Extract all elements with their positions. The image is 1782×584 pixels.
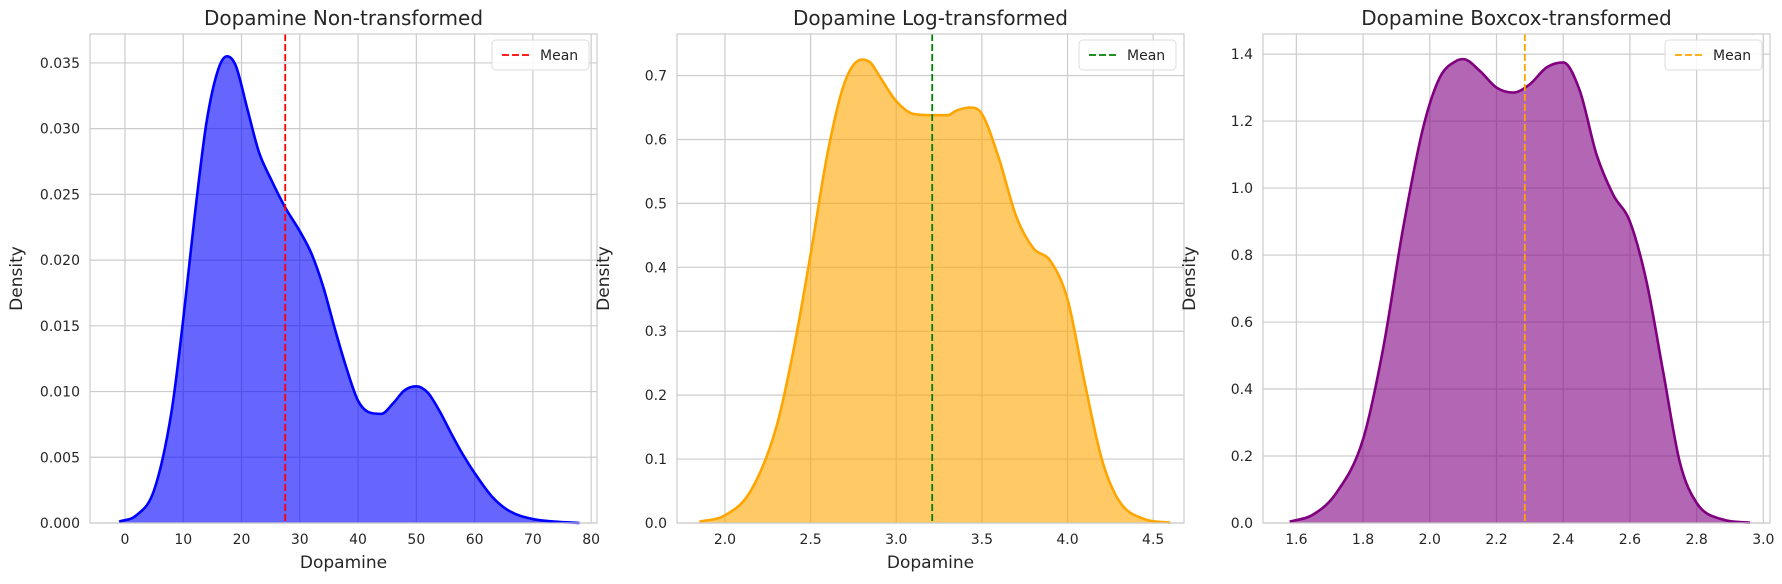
legend-label: Mean	[540, 48, 578, 64]
y-tick-label: 0.025	[40, 187, 80, 203]
x-axis-label: Dopamine	[887, 553, 974, 573]
legend: Mean	[1664, 39, 1763, 71]
x-tick-label: 3.0	[1752, 532, 1774, 548]
y-tick-label: 0.0	[645, 516, 667, 532]
chart-panel-1: 0 10 20 30 40 50 60 70 80 0.000 0.005 0.010 0.015 0.0…	[7, 6, 600, 573]
x-tick-label: 2.4	[1552, 532, 1574, 548]
x-axis-label: Dopamine	[300, 553, 387, 573]
x-tick-label: 50	[407, 532, 425, 548]
x-tick-label: 10	[174, 532, 192, 548]
y-tick-label: 0.030	[40, 122, 80, 138]
x-tick-label: 2.5	[799, 532, 821, 548]
y-tick-label: 0.010	[40, 385, 80, 401]
y-tick-label: 0.8	[1231, 248, 1253, 264]
y-axis-label: Density	[7, 246, 27, 311]
axes-frame	[676, 33, 1185, 524]
legend: Mean	[1078, 39, 1177, 71]
y-tick-label: 0.015	[40, 319, 80, 335]
axes-frame	[1262, 33, 1771, 524]
x-tick-label: 2.6	[1619, 532, 1641, 548]
x-tick-label: 20	[233, 532, 251, 548]
y-axis-label: Density	[594, 246, 614, 311]
x-tick-label: 4.0	[1056, 532, 1078, 548]
chart-title: Dopamine Log-transformed	[793, 6, 1068, 30]
y-tick-label: 0.0	[1231, 516, 1253, 532]
x-tick-label: 1.8	[1352, 532, 1374, 548]
x-tick-label: 70	[524, 532, 542, 548]
y-tick-label: 0.4	[645, 260, 667, 276]
y-tick-label: 0.1	[645, 452, 667, 468]
density-line	[118, 55, 580, 525]
density-line	[698, 58, 1171, 524]
x-tick-label: 3.5	[971, 532, 993, 548]
y-tick-label: 0.020	[40, 253, 80, 269]
density-area	[119, 56, 580, 523]
x-tick-label: 4.5	[1142, 532, 1164, 548]
y-tick-label: 0.4	[1231, 382, 1253, 398]
x-tick-label: 3.0	[885, 532, 907, 548]
y-tick-label: 0.005	[40, 450, 80, 466]
legend-box	[491, 39, 590, 71]
y-axis-label: Density	[1180, 246, 1200, 311]
x-tick-label: 2.0	[714, 532, 736, 548]
chart-panel-2: 2.0 2.5 3.0 3.5 4.0 4.5 0.0 0.1 0.2 0.3 0.4 0.5 0.6 0…	[594, 6, 1185, 573]
legend-label: Mean	[1713, 48, 1751, 64]
y-tick-label: 1.0	[1231, 181, 1253, 197]
axes-frame	[89, 33, 598, 524]
x-tick-label: 2.0	[1419, 532, 1441, 548]
legend: Mean	[491, 39, 590, 71]
x-tick-label: 2.8	[1685, 532, 1707, 548]
y-tick-label: 1.4	[1231, 47, 1253, 63]
x-tick-label: 2.2	[1485, 532, 1507, 548]
density-area	[1289, 59, 1750, 524]
legend-box	[1664, 39, 1763, 71]
chart-title: Dopamine Non-transformed	[204, 6, 483, 30]
x-tick-label: 0	[121, 532, 130, 548]
chart-title: Dopamine Boxcox-transformed	[1361, 6, 1672, 30]
y-tick-label: 0.2	[1231, 449, 1253, 465]
legend-label: Mean	[1127, 48, 1165, 64]
legend-box	[1078, 39, 1177, 71]
y-tick-label: 0.6	[1231, 315, 1253, 331]
y-tick-label: 1.2	[1231, 114, 1253, 130]
y-tick-label: 0.6	[645, 132, 667, 148]
density-area	[699, 59, 1171, 523]
x-tick-label: 60	[466, 532, 484, 548]
x-tick-label: 80	[582, 532, 600, 548]
y-tick-label: 0.000	[40, 516, 80, 532]
density-line	[1289, 57, 1751, 525]
y-tick-label: 0.3	[645, 324, 667, 340]
chart-panel-3: 1.6 1.8 2.0 2.2 2.4 2.6 2.8 3.0 0.0 0.2 0.4 0.6 0.8 1…	[1180, 6, 1774, 548]
x-tick-label: 40	[349, 532, 367, 548]
y-tick-label: 0.5	[645, 196, 667, 212]
x-tick-label: 1.6	[1285, 532, 1307, 548]
y-tick-label: 0.2	[645, 388, 667, 404]
y-tick-label: 0.035	[40, 56, 80, 72]
y-tick-label: 0.7	[645, 69, 667, 85]
x-tick-label: 30	[291, 532, 309, 548]
